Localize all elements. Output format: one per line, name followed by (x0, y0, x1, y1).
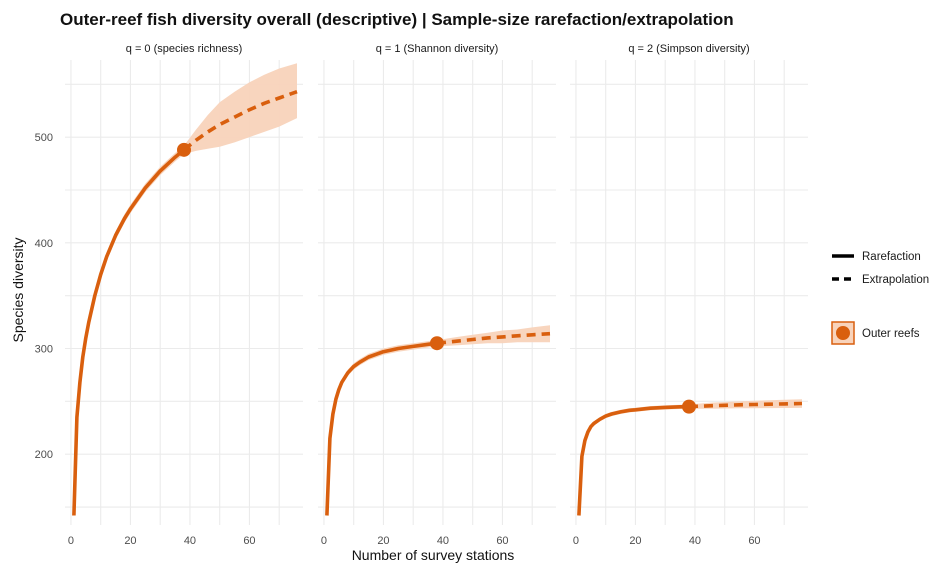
extrapolation-line (182, 90, 298, 152)
y-tick-label: 500 (35, 132, 53, 144)
rarefaction-line (325, 341, 438, 516)
y-tick-label: 300 (35, 344, 53, 356)
x-tick-label: 0 (573, 535, 579, 547)
rarefaction-line (72, 148, 186, 516)
y-tick-label: 400 (35, 238, 53, 250)
legend-key-outer-reefs-point (836, 326, 850, 340)
x-axis-label: Number of survey stations (352, 547, 515, 563)
confidence-band (578, 399, 802, 518)
legend: Rarefaction Extrapolation Outer reefs (831, 251, 929, 345)
x-tick-label: 40 (437, 535, 449, 547)
y-tick-label: 200 (35, 449, 53, 461)
x-tick-label: 60 (496, 535, 508, 547)
strip-label: q = 2 (Simpson diversity) (628, 43, 749, 55)
x-tick-label: 20 (124, 535, 136, 547)
x-tick-label: 20 (377, 535, 389, 547)
observed-point (430, 336, 444, 351)
y-axis-label: Species diversity (10, 237, 26, 342)
observed-point (177, 142, 191, 157)
rarefaction-line (577, 404, 690, 516)
panel-1: q = 1 (Shannon diversity) 0 20 40 60 (318, 43, 556, 547)
observed-point (682, 399, 696, 414)
legend-label-extrapolation: Extrapolation (862, 274, 929, 286)
x-tick-label: 60 (243, 535, 255, 547)
legend-label-outer-reefs: Outer reefs (862, 328, 920, 340)
panel-0: q = 0 (species richness) 0 20 40 60 200 300 400… (35, 43, 303, 547)
facet-panels: q = 0 (species richness)0 20 40 60200300400… (35, 43, 808, 547)
panel-2: q = 2 (Simpson diversity) 0 20 40 60 (570, 43, 808, 547)
strip-label: q = 1 (Shannon diversity) (376, 43, 499, 55)
x-tick-label: 0 (321, 535, 327, 547)
x-tick-label: 40 (184, 535, 196, 547)
x-tick-label: 40 (689, 535, 701, 547)
confidence-band (326, 325, 550, 518)
confidence-band (73, 63, 298, 518)
strip-label: q = 0 (species richness) (126, 43, 242, 55)
extrapolation-line (688, 401, 803, 409)
x-tick-label: 0 (68, 535, 74, 547)
legend-label-rarefaction: Rarefaction (862, 251, 921, 263)
chart-title: Outer-reef fish diversity overall (descr… (60, 10, 734, 29)
x-tick-label: 20 (629, 535, 641, 547)
extrapolation-line (436, 331, 551, 345)
x-tick-label: 60 (748, 535, 760, 547)
